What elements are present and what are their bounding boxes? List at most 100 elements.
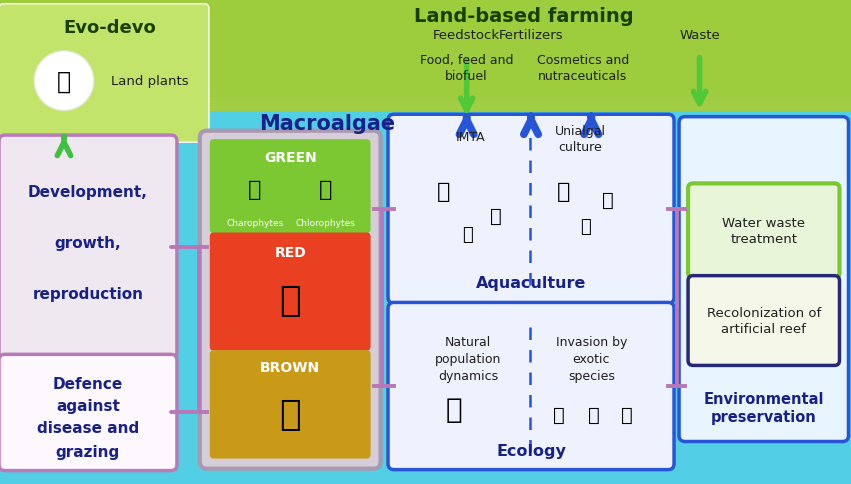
Bar: [0, 444, 851, 452]
Text: Defence: Defence: [53, 376, 123, 391]
Bar: [0, 299, 851, 306]
Bar: [0, 178, 851, 185]
Bar: [0, 102, 851, 104]
Text: against: against: [56, 398, 120, 413]
Bar: [0, 234, 851, 242]
Bar: [0, 395, 851, 403]
Bar: [0, 92, 851, 93]
Bar: [0, 99, 851, 101]
Text: 🦪: 🦪: [463, 225, 473, 243]
Bar: [0, 137, 851, 145]
Bar: [0, 339, 851, 347]
Bar: [0, 371, 851, 379]
Bar: [0, 436, 851, 444]
Bar: [0, 121, 851, 129]
Text: Evo-devo: Evo-devo: [64, 19, 157, 37]
Text: Food, feed and
biofuel: Food, feed and biofuel: [420, 54, 513, 83]
Text: Ecology: Ecology: [496, 443, 566, 458]
Text: 🌿: 🌿: [248, 180, 262, 199]
Bar: [0, 108, 851, 110]
Text: Chlorophytes: Chlorophytes: [295, 218, 355, 227]
Bar: [0, 411, 851, 420]
Text: Macroalgae: Macroalgae: [260, 113, 396, 134]
FancyBboxPatch shape: [688, 184, 839, 278]
Bar: [0, 290, 851, 299]
Text: Fertilizers: Fertilizers: [499, 30, 563, 42]
Bar: [0, 169, 851, 178]
Text: 🪸: 🪸: [279, 284, 301, 318]
Text: Aquaculture: Aquaculture: [476, 275, 586, 290]
Bar: [0, 355, 851, 363]
Bar: [0, 306, 851, 315]
Bar: [0, 387, 851, 395]
FancyBboxPatch shape: [688, 276, 839, 366]
Circle shape: [34, 52, 94, 111]
Bar: [0, 266, 851, 274]
Bar: [0, 420, 851, 427]
Bar: [0, 258, 851, 266]
Text: Land-based farming: Land-based farming: [414, 7, 633, 26]
Bar: [0, 104, 851, 106]
Bar: [0, 113, 851, 121]
Bar: [0, 145, 851, 153]
Text: Charophytes: Charophytes: [226, 218, 283, 227]
Text: 🌳: 🌳: [318, 180, 332, 199]
Bar: [0, 274, 851, 282]
Text: Environmental
preservation: Environmental preservation: [704, 391, 824, 424]
Bar: [0, 323, 851, 331]
Text: 🌳: 🌳: [57, 70, 71, 93]
Bar: [0, 226, 851, 234]
Bar: [0, 210, 851, 218]
Bar: [0, 89, 851, 91]
Text: Waste: Waste: [679, 30, 720, 42]
Bar: [0, 282, 851, 290]
Text: 🟣: 🟣: [621, 405, 633, 424]
FancyBboxPatch shape: [388, 115, 674, 303]
Bar: [0, 460, 851, 468]
Bar: [0, 57, 851, 64]
Text: disease and: disease and: [37, 420, 139, 435]
Bar: [0, 24, 851, 32]
Bar: [0, 107, 851, 108]
FancyBboxPatch shape: [210, 233, 370, 351]
Bar: [0, 81, 851, 89]
Bar: [0, 73, 851, 81]
Text: 🌾: 🌾: [602, 191, 614, 210]
FancyBboxPatch shape: [0, 5, 209, 143]
Bar: [0, 40, 851, 48]
Bar: [0, 98, 851, 99]
FancyBboxPatch shape: [0, 136, 177, 358]
Bar: [0, 105, 851, 107]
Bar: [0, 64, 851, 73]
Bar: [0, 468, 851, 476]
Text: 🌾: 🌾: [580, 218, 591, 236]
Bar: [0, 403, 851, 411]
FancyBboxPatch shape: [388, 303, 674, 469]
Bar: [0, 452, 851, 460]
Text: Feedstock: Feedstock: [433, 30, 500, 42]
Text: 🐟: 🐟: [489, 207, 501, 226]
Bar: [0, 96, 851, 98]
Text: 🌾: 🌾: [279, 397, 301, 432]
FancyBboxPatch shape: [210, 350, 370, 459]
Text: Water waste
treatment: Water waste treatment: [722, 217, 805, 245]
Text: BROWN: BROWN: [260, 361, 320, 375]
Bar: [0, 90, 851, 92]
Bar: [0, 185, 851, 194]
Bar: [0, 379, 851, 387]
Text: Unialgal
culture: Unialgal culture: [555, 125, 606, 154]
Bar: [0, 97, 851, 105]
Bar: [0, 0, 851, 8]
Bar: [0, 0, 851, 111]
Bar: [0, 89, 851, 97]
Bar: [0, 95, 851, 96]
Bar: [0, 347, 851, 355]
Text: grazing: grazing: [56, 444, 120, 459]
Text: Cosmetics and
nutraceuticals: Cosmetics and nutraceuticals: [537, 54, 629, 83]
FancyBboxPatch shape: [679, 118, 848, 441]
Text: Land plants: Land plants: [111, 75, 189, 88]
Text: Natural
population
dynamics: Natural population dynamics: [435, 335, 501, 382]
Bar: [0, 8, 851, 16]
FancyBboxPatch shape: [200, 132, 380, 469]
Bar: [0, 16, 851, 24]
